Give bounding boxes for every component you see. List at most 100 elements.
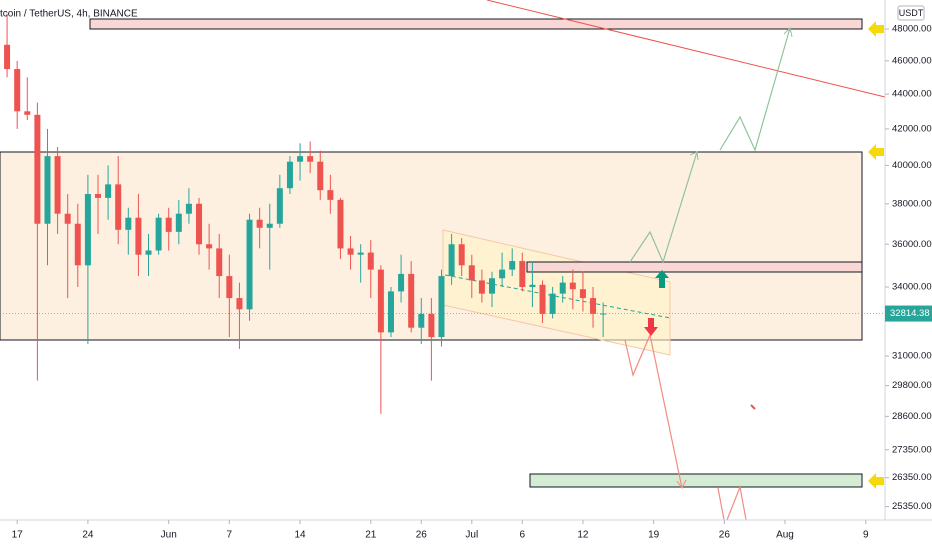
candle-body (34, 114, 41, 224)
candle-body (428, 313, 435, 338)
support-zone (529, 473, 863, 488)
arrow-head (689, 151, 699, 161)
last-price-box (885, 305, 932, 322)
x-tick-label: 21 (365, 530, 377, 541)
candle-body (105, 184, 112, 198)
candle-body (438, 276, 445, 338)
candle-body (206, 244, 213, 249)
candle-body (600, 313, 607, 315)
candle-body (357, 252, 364, 255)
candle-body (165, 217, 172, 232)
candle-body (347, 248, 354, 255)
candle-body (539, 284, 546, 314)
x-tick-label: 9 (863, 530, 869, 541)
candle-body (276, 188, 283, 224)
chart-title: tcoin / TetherUS, 4h, BINANCE (0, 9, 138, 20)
candle-body (226, 276, 233, 299)
candle-body (216, 248, 223, 277)
candle-body (307, 156, 314, 162)
candle-body (266, 223, 273, 228)
down-arrow (644, 318, 658, 336)
y-axis-area (885, 0, 932, 550)
x-axis-area (0, 520, 932, 550)
candle-body (185, 203, 192, 214)
x-tick-label: 26 (416, 530, 428, 541)
candle-body (125, 217, 132, 230)
candle-body (286, 161, 293, 189)
arrow-head (783, 27, 793, 38)
candle-body (256, 219, 263, 228)
resistance-zone (526, 261, 863, 273)
arrow-head (676, 479, 687, 489)
candle-body (337, 199, 344, 249)
candle-body (448, 244, 455, 277)
candle-body (246, 219, 253, 310)
candle-body (196, 203, 203, 245)
currency-box (897, 5, 925, 21)
x-tick-label: 6 (520, 530, 526, 541)
candle-body (317, 161, 324, 191)
y-tick-label: 31000.00 (892, 351, 932, 362)
candle-body (499, 269, 506, 279)
trend-line (486, 0, 886, 98)
candles (4, 13, 607, 414)
candle-body (458, 244, 465, 266)
y-tick-label: 46000.00 (892, 55, 932, 66)
y-tick-label: 27350.00 (892, 444, 932, 455)
x-tick-label: 24 (82, 530, 94, 541)
y-tick-label: 40000.00 (892, 160, 932, 171)
x-tick-label: 17 (12, 530, 24, 541)
candle-body (559, 282, 566, 294)
y-tick-label: 28600.00 (892, 411, 932, 422)
candle-body (418, 313, 425, 328)
candle-body (569, 282, 576, 290)
candle-body (84, 194, 91, 266)
candle-body (590, 298, 597, 314)
candle-body (519, 261, 526, 287)
bull-path (629, 151, 698, 264)
candle-body (54, 156, 61, 214)
candle-body (64, 213, 71, 224)
y-tick-label: 29800.00 (892, 380, 932, 391)
candle-body (155, 217, 162, 251)
candle-body (408, 273, 415, 328)
candle-body (529, 284, 536, 287)
level-arrow (868, 21, 884, 37)
target-zone (89, 18, 863, 30)
y-tick-label: 44000.00 (892, 89, 932, 100)
bear-path (717, 484, 748, 528)
candle-body (175, 213, 182, 232)
candle-body (24, 111, 31, 115)
candle-body (478, 280, 485, 294)
up-arrow (655, 270, 669, 288)
candle-body (44, 156, 51, 224)
candle-body (115, 184, 122, 230)
y-tick-label: 34000.00 (892, 282, 932, 293)
candle-body (14, 69, 21, 112)
currency: USDT (899, 8, 924, 18)
x-tick-label: 19 (648, 530, 660, 541)
bull-path (719, 27, 791, 152)
x-tick-label: 12 (577, 530, 589, 541)
bear-path (624, 333, 683, 489)
candle-body (377, 269, 384, 333)
candle-body (145, 250, 152, 255)
x-tick-label: Aug (776, 530, 794, 541)
candle-body (4, 44, 11, 70)
y-tick-label: 25350.00 (892, 501, 932, 512)
candle-body (236, 298, 243, 310)
candle-body (398, 273, 405, 292)
last-price-label: 32814.38 (890, 308, 930, 319)
candle-body (74, 223, 81, 266)
candle-body (549, 293, 556, 314)
candle-body (489, 278, 496, 294)
candle-body (135, 217, 142, 255)
candle-body (94, 194, 101, 198)
y-tick-label: 38000.00 (892, 198, 932, 209)
x-tick-label: 7 (227, 530, 233, 541)
marker (750, 404, 756, 410)
candle-body (509, 261, 516, 270)
y-tick-label: 42000.00 (892, 123, 932, 134)
candle-body (468, 265, 475, 281)
